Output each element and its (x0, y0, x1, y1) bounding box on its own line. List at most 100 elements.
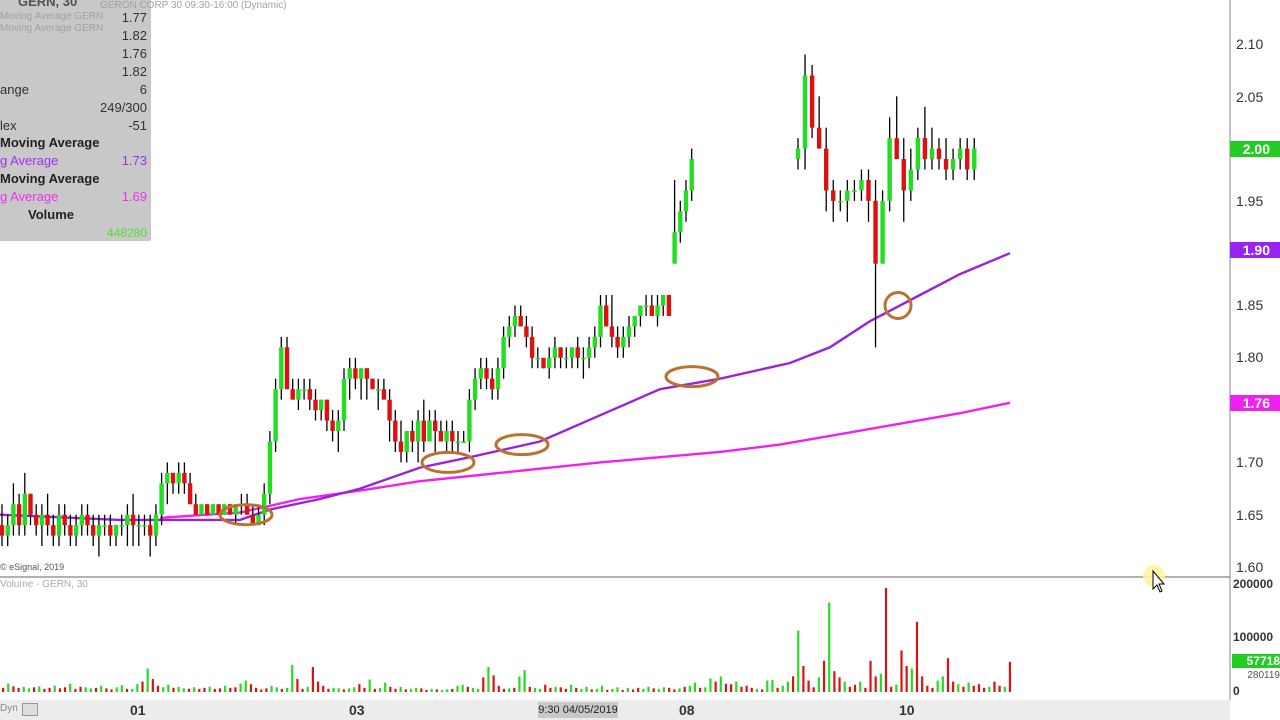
volume-bar (869, 660, 872, 692)
candle-body (51, 525, 56, 536)
volume-bar (977, 684, 981, 692)
candle-body (28, 493, 33, 515)
volume-bar (89, 688, 92, 692)
candle-body (689, 159, 694, 191)
volume-bar (239, 683, 242, 692)
candle-body (887, 138, 892, 201)
ma1-label: g Average (0, 153, 59, 168)
candle-body (193, 504, 198, 515)
candle-body (96, 525, 102, 536)
volume-bar (224, 685, 227, 692)
volume-bar (115, 687, 118, 692)
volume-bar (735, 681, 738, 692)
candle-body (965, 148, 970, 170)
volume-bar (7, 683, 10, 692)
volume-bar (296, 679, 299, 692)
dyn-toggle-button[interactable] (22, 703, 38, 716)
y-tick-label: 1.85 (1236, 297, 1264, 313)
volume-bar (69, 683, 72, 692)
candle-body (795, 148, 801, 160)
volume-y-tick: 200000 (1233, 577, 1274, 591)
candle-body (501, 336, 506, 369)
candle-body (113, 525, 119, 536)
candle-body (873, 200, 878, 264)
candle-body (381, 389, 387, 400)
volume-header: Volume (28, 207, 74, 222)
volume-bar (621, 689, 624, 692)
candle-body (45, 514, 50, 526)
info-row-close: 1.82 (0, 63, 149, 81)
y-tick-label: 1.60 (1236, 559, 1264, 575)
volume-bar (316, 681, 320, 692)
candle-body (655, 305, 660, 316)
x-tick-label: 03 (349, 702, 365, 718)
candle-body (68, 525, 73, 536)
candle-body (661, 295, 666, 306)
volume-bar (957, 684, 960, 692)
volume-bar (590, 689, 593, 692)
ma-slow-value: 1.76 (1242, 395, 1270, 411)
candle-body (324, 399, 330, 421)
volume-bar (724, 683, 728, 692)
candle-body (39, 514, 45, 526)
x-tick-label: 01 (130, 702, 146, 718)
volume-bar (156, 685, 160, 692)
candle-body (199, 504, 204, 515)
volume-bar (688, 685, 691, 692)
candle-body (626, 326, 632, 337)
candle-body (609, 326, 615, 337)
volume-bar (988, 686, 991, 692)
candle-body (838, 200, 843, 203)
candle-body (852, 190, 857, 192)
candle-body (330, 420, 335, 432)
candle-body (455, 441, 461, 443)
volume-bar (807, 680, 810, 692)
volume-bar (890, 686, 893, 692)
volume-bar (497, 685, 500, 692)
volume-bar (177, 686, 180, 692)
candle-body (809, 75, 815, 128)
ma-slow-line (159, 401, 1011, 519)
volume-bar (172, 687, 175, 692)
volume-bar (270, 685, 273, 692)
volume-bar (926, 685, 929, 692)
candle-body (91, 525, 96, 536)
volume-value: 448280 (106, 226, 147, 240)
volume-bar (802, 666, 805, 692)
candle-body (290, 389, 295, 400)
candle-body (216, 504, 221, 515)
volume-bar (554, 686, 557, 692)
volume-bar (58, 688, 61, 692)
volume-bar (606, 689, 609, 692)
volume-bar (895, 684, 898, 692)
volume-bar (213, 688, 216, 692)
y-tick-label: 1.65 (1236, 507, 1264, 523)
candle-body (643, 305, 649, 307)
candle-body (880, 200, 885, 264)
candle-body (125, 514, 130, 526)
candle-body (478, 368, 483, 379)
mouse-cursor-icon (1143, 565, 1166, 593)
candle-body (915, 138, 921, 170)
volume-bar (327, 688, 330, 692)
volume-bar (853, 684, 857, 692)
volume-bar (662, 687, 666, 692)
candle-body (136, 525, 141, 527)
candle-body (859, 179, 864, 191)
volume-bar (440, 689, 444, 692)
candle-body (210, 504, 216, 515)
volume-bar (786, 681, 790, 692)
volume-bar (791, 676, 795, 692)
ma2-value: 1.69 (121, 189, 147, 204)
volume-bar (492, 675, 495, 692)
candle-body (421, 420, 426, 442)
volume-bar (43, 688, 46, 692)
candle-body (205, 504, 210, 515)
candle-body (102, 525, 107, 527)
volume-bar (864, 687, 867, 692)
volume-bar (952, 681, 955, 692)
volume-bar (404, 689, 407, 692)
volume-bar (518, 676, 521, 692)
candle-body (187, 483, 193, 505)
